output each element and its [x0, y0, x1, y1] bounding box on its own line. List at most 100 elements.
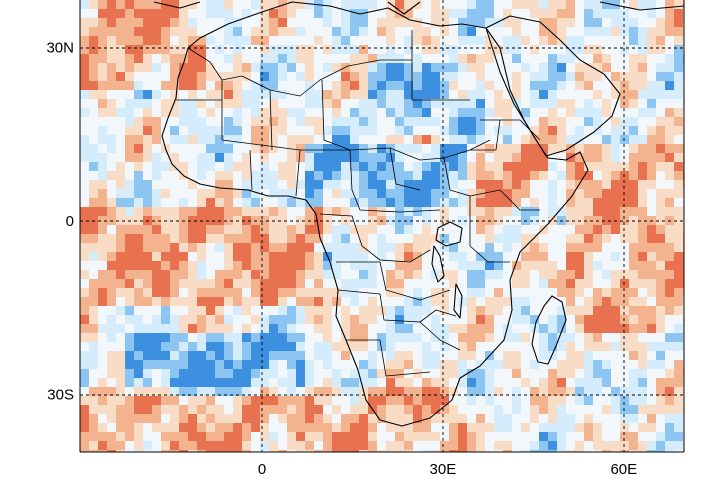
field-cell — [647, 225, 656, 234]
field-cell — [512, 9, 521, 18]
field-cell — [566, 360, 575, 369]
field-cell — [251, 63, 260, 72]
field-cell — [224, 297, 233, 306]
field-cell — [125, 27, 134, 36]
field-cell — [629, 423, 638, 432]
field-cell — [296, 9, 305, 18]
field-cell — [89, 360, 98, 369]
field-cell — [296, 351, 305, 360]
field-cell — [512, 405, 521, 414]
field-cell — [332, 54, 341, 63]
field-cell — [530, 450, 539, 452]
field-cell — [152, 99, 161, 108]
field-cell — [98, 36, 107, 45]
field-cell — [80, 126, 89, 135]
field-cell — [449, 0, 458, 9]
field-cell — [314, 351, 323, 360]
field-cell — [647, 378, 656, 387]
field-cell — [530, 63, 539, 72]
field-cell — [440, 0, 449, 9]
field-cell — [161, 126, 170, 135]
field-cell — [107, 234, 116, 243]
field-cell — [395, 135, 404, 144]
field-cell — [458, 396, 467, 405]
field-cell — [188, 18, 197, 27]
field-cell — [611, 153, 620, 162]
field-cell — [170, 261, 179, 270]
field-cell — [629, 72, 638, 81]
field-cell — [251, 198, 260, 207]
field-cell — [566, 423, 575, 432]
field-cell — [332, 243, 341, 252]
field-cell — [314, 360, 323, 369]
field-cell — [629, 378, 638, 387]
field-cell — [125, 135, 134, 144]
lon-tick-label: 30E — [430, 461, 457, 478]
field-cell — [665, 234, 674, 243]
field-cell — [422, 378, 431, 387]
field-cell — [548, 423, 557, 432]
field-cell — [206, 414, 215, 423]
field-cell — [323, 99, 332, 108]
field-cell — [359, 432, 368, 441]
field-cell — [548, 387, 557, 396]
field-cell — [494, 90, 503, 99]
field-cell — [224, 81, 233, 90]
field-cell — [431, 126, 440, 135]
field-cell — [215, 261, 224, 270]
field-cell — [422, 252, 431, 261]
field-cell — [422, 279, 431, 288]
field-cell — [206, 90, 215, 99]
field-cell — [620, 423, 629, 432]
field-cell — [629, 135, 638, 144]
field-cell — [485, 171, 494, 180]
field-cell — [260, 72, 269, 81]
field-cell — [530, 144, 539, 153]
field-cell — [413, 90, 422, 99]
field-cell — [566, 297, 575, 306]
field-cell — [305, 387, 314, 396]
field-cell — [269, 369, 278, 378]
field-cell — [368, 333, 377, 342]
field-cell — [116, 162, 125, 171]
field-cell — [260, 306, 269, 315]
field-cell — [449, 288, 458, 297]
field-cell — [593, 243, 602, 252]
field-cell — [242, 342, 251, 351]
border-lines — [176, 30, 541, 377]
field-cell — [449, 414, 458, 423]
field-cell — [593, 108, 602, 117]
field-cell — [251, 9, 260, 18]
field-cell — [341, 9, 350, 18]
field-cell — [494, 108, 503, 117]
field-cell — [656, 81, 665, 90]
field-cell — [80, 180, 89, 189]
field-cell — [143, 144, 152, 153]
field-cell — [593, 324, 602, 333]
field-cell — [269, 54, 278, 63]
field-cell — [287, 261, 296, 270]
field-cell — [314, 108, 323, 117]
field-cell — [350, 288, 359, 297]
field-cell — [530, 243, 539, 252]
field-cell — [503, 279, 512, 288]
field-cell — [188, 333, 197, 342]
field-cell — [152, 108, 161, 117]
field-cell — [611, 360, 620, 369]
field-cell — [179, 54, 188, 63]
field-cell — [548, 72, 557, 81]
field-cell — [593, 252, 602, 261]
field-cell — [458, 153, 467, 162]
field-cell — [260, 378, 269, 387]
field-cell — [107, 63, 116, 72]
field-cell — [341, 36, 350, 45]
field-cell — [629, 405, 638, 414]
field-cell — [548, 225, 557, 234]
field-cell — [197, 171, 206, 180]
field-cell — [107, 0, 116, 9]
field-cell — [386, 288, 395, 297]
field-cell — [251, 135, 260, 144]
field-cell — [89, 342, 98, 351]
field-cell — [620, 333, 629, 342]
field-cell — [422, 198, 431, 207]
